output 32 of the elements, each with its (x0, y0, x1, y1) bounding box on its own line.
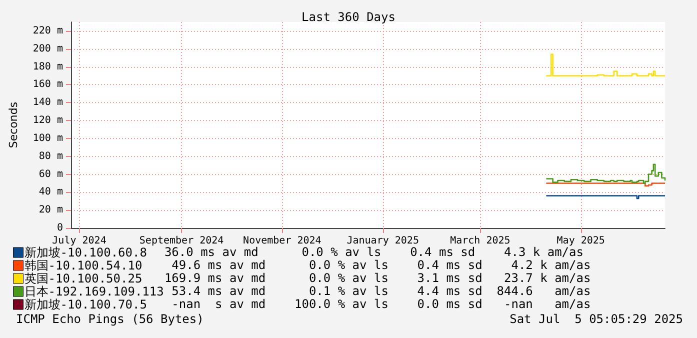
y-tick-label: 40 m (38, 186, 63, 198)
text: 53.4 ms av md 0.1 % av ls 4.4 ms sd 844.6 am/as (172, 284, 591, 298)
x-tick-label: September 2024 (139, 236, 224, 246)
legend-label: 日本-192.169.109.113 (24, 284, 164, 298)
legend-label: 英国-10.100.50.25 (24, 272, 142, 286)
text: -nan s av md 100.0 % av ls 0.0 ms sd -nan am/as (170, 297, 591, 311)
text: 36.0 ms av md 0.0 % av ls 0.4 ms sd 4.3 k am/as (164, 245, 584, 259)
x-tick-label: November 2024 (243, 236, 322, 246)
y-tick-label: 180 m (32, 61, 63, 72)
y-tick-label: 0 (56, 222, 63, 234)
x-tick-label: May 2025 (556, 236, 605, 246)
x-tick-label: July 2024 (52, 236, 106, 246)
text: Sat Jul 5 05:05:29 2025 (510, 312, 683, 326)
y-tick-label: 60 m (38, 168, 63, 180)
x-tick-label: January 2025 (346, 236, 419, 246)
x-tick-label: March 2025 (450, 236, 510, 246)
legend-label: 韩国-10.100.54.10 (24, 258, 142, 272)
legend-label: 新加坡-10.100.60.8 (24, 246, 147, 260)
legend-label: 新加坡-10.100.70.5 (24, 298, 147, 312)
y-tick-label: 80 m (38, 150, 63, 162)
y-tick-label: 200 m (32, 43, 63, 54)
text: 169.9 ms av md 0.0 % av ls 3.1 ms sd 23.7 k am/as (163, 271, 591, 285)
y-tick-label: 20 m (38, 204, 63, 216)
y-axis-title: Seconds (7, 102, 20, 148)
y-tick-label: 140 m (32, 97, 63, 108)
y-tick-label: 100 m (32, 132, 63, 144)
text: ICMP Echo Pings (56 Bytes) (16, 312, 204, 326)
y-tick-label: 160 m (32, 79, 63, 90)
text: 49.6 ms av md 0.0 % av ls 0.4 ms sd 4.2 k am/as (170, 258, 591, 272)
chart-title: Last 360 Days (302, 10, 396, 24)
y-tick-label: 220 m (32, 25, 63, 36)
y-tick-label: 120 m (32, 115, 63, 126)
